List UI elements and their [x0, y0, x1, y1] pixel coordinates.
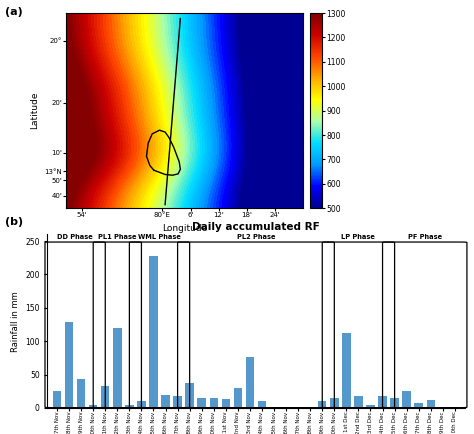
- Bar: [366, 404, 375, 408]
- Y-axis label: Latitude: Latitude: [30, 92, 39, 129]
- Bar: [222, 398, 230, 408]
- Bar: [318, 401, 327, 408]
- X-axis label: Longitude: Longitude: [162, 224, 208, 233]
- Bar: [330, 398, 338, 408]
- Bar: [101, 386, 109, 408]
- Text: PF Phase: PF Phase: [408, 233, 442, 240]
- Bar: [161, 395, 170, 408]
- Bar: [173, 396, 182, 408]
- Bar: [451, 407, 459, 408]
- Bar: [378, 396, 387, 408]
- Bar: [294, 407, 302, 408]
- Bar: [198, 398, 206, 408]
- Bar: [113, 328, 121, 408]
- Bar: [125, 404, 134, 408]
- Bar: [391, 398, 399, 408]
- Bar: [149, 256, 158, 408]
- Bar: [246, 357, 254, 408]
- Text: PL1 Phase: PL1 Phase: [98, 233, 137, 240]
- Bar: [258, 401, 266, 408]
- Text: DD Phase: DD Phase: [57, 233, 93, 240]
- Bar: [282, 407, 290, 408]
- Bar: [185, 383, 194, 408]
- Bar: [306, 407, 314, 408]
- Bar: [414, 403, 423, 408]
- Bar: [234, 388, 242, 408]
- Text: WML Phase: WML Phase: [138, 233, 181, 240]
- Text: PL2 Phase: PL2 Phase: [237, 233, 275, 240]
- Bar: [77, 379, 85, 408]
- Bar: [342, 333, 351, 408]
- Bar: [65, 322, 73, 408]
- Y-axis label: Rainfall in mm: Rainfall in mm: [11, 291, 20, 352]
- Bar: [402, 391, 411, 408]
- Bar: [438, 407, 447, 408]
- Text: (a): (a): [5, 7, 22, 16]
- Bar: [210, 398, 218, 408]
- Bar: [137, 401, 146, 408]
- Title: Daily accumulated RF: Daily accumulated RF: [192, 222, 320, 232]
- Text: LP Phase: LP Phase: [341, 233, 375, 240]
- Bar: [427, 400, 435, 408]
- Bar: [270, 407, 278, 408]
- Bar: [53, 391, 61, 408]
- Bar: [354, 396, 363, 408]
- Bar: [89, 404, 98, 408]
- Text: (b): (b): [5, 217, 23, 227]
